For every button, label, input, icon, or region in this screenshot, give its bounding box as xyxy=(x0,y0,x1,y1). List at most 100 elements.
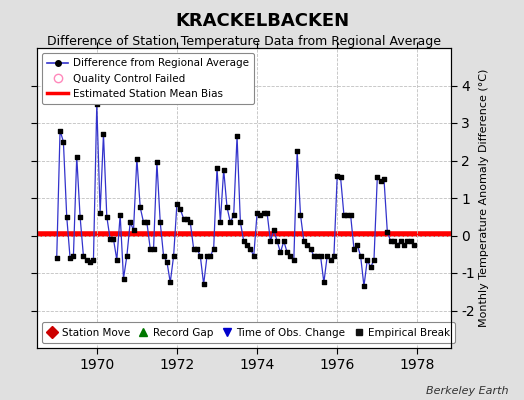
Point xyxy=(116,212,124,218)
Point xyxy=(163,258,171,265)
Point xyxy=(400,242,408,248)
Point xyxy=(313,253,321,259)
Point xyxy=(206,253,214,259)
Point xyxy=(353,242,362,248)
Point xyxy=(59,138,68,145)
Point xyxy=(239,238,248,244)
Y-axis label: Monthly Temperature Anomaly Difference (°C): Monthly Temperature Anomaly Difference (… xyxy=(479,69,489,327)
Point xyxy=(230,212,238,218)
Point xyxy=(99,131,107,138)
Point xyxy=(83,257,91,263)
Point xyxy=(129,227,138,233)
Point xyxy=(133,156,141,162)
Point xyxy=(123,253,131,259)
Point xyxy=(146,246,155,252)
Point xyxy=(223,204,231,210)
Point xyxy=(66,255,74,261)
Point xyxy=(269,227,278,233)
Point xyxy=(323,253,331,259)
Point xyxy=(136,204,145,210)
Point xyxy=(166,279,174,286)
Point xyxy=(186,219,194,226)
Point xyxy=(216,219,225,226)
Point xyxy=(243,242,252,248)
Point xyxy=(190,246,198,252)
Point xyxy=(276,249,285,256)
Point xyxy=(403,238,411,244)
Point xyxy=(236,219,245,226)
Point xyxy=(249,253,258,259)
Point xyxy=(159,253,168,259)
Legend: Station Move, Record Gap, Time of Obs. Change, Empirical Break: Station Move, Record Gap, Time of Obs. C… xyxy=(42,322,455,343)
Point xyxy=(149,246,158,252)
Point xyxy=(86,258,94,265)
Point xyxy=(72,154,81,160)
Point xyxy=(290,257,298,263)
Point xyxy=(193,246,201,252)
Point xyxy=(326,257,335,263)
Point xyxy=(246,246,255,252)
Point xyxy=(179,216,188,222)
Point xyxy=(303,242,311,248)
Point xyxy=(93,101,101,108)
Point xyxy=(296,212,304,218)
Point xyxy=(169,253,178,259)
Point xyxy=(52,255,61,261)
Point xyxy=(200,281,208,288)
Point xyxy=(333,172,342,179)
Point xyxy=(350,246,358,252)
Point xyxy=(259,210,268,216)
Point xyxy=(62,214,71,220)
Point xyxy=(300,238,308,244)
Point xyxy=(316,253,325,259)
Point xyxy=(126,219,134,226)
Point xyxy=(390,238,398,244)
Point xyxy=(280,238,288,244)
Point xyxy=(336,174,345,180)
Point xyxy=(380,176,388,182)
Point xyxy=(283,249,291,256)
Point xyxy=(286,253,294,259)
Point xyxy=(76,214,84,220)
Point xyxy=(173,200,181,207)
Point xyxy=(143,219,151,226)
Point xyxy=(340,212,348,218)
Point xyxy=(56,127,64,134)
Point xyxy=(376,178,385,184)
Point xyxy=(156,219,165,226)
Point xyxy=(307,246,315,252)
Point xyxy=(203,253,211,259)
Point xyxy=(263,210,271,216)
Point xyxy=(233,133,241,139)
Point xyxy=(226,219,235,226)
Text: KRACKELBACKEN: KRACKELBACKEN xyxy=(175,12,349,30)
Point xyxy=(366,264,375,270)
Point xyxy=(152,159,161,166)
Point xyxy=(183,216,191,222)
Point xyxy=(69,253,78,259)
Point xyxy=(96,210,104,216)
Point xyxy=(370,257,378,263)
Point xyxy=(106,236,114,242)
Point xyxy=(360,283,368,289)
Point xyxy=(310,253,318,259)
Point xyxy=(383,228,391,235)
Point xyxy=(103,214,111,220)
Point xyxy=(196,253,204,259)
Point xyxy=(176,206,184,212)
Text: Berkeley Earth: Berkeley Earth xyxy=(426,386,508,396)
Point xyxy=(363,257,372,263)
Point xyxy=(253,210,261,216)
Point xyxy=(79,253,88,259)
Point xyxy=(210,246,218,252)
Point xyxy=(410,242,418,248)
Point xyxy=(293,148,301,154)
Point xyxy=(273,238,281,244)
Point xyxy=(407,238,415,244)
Point xyxy=(330,253,338,259)
Point xyxy=(397,238,405,244)
Point xyxy=(119,276,128,282)
Point xyxy=(373,174,381,180)
Point xyxy=(346,212,355,218)
Point xyxy=(213,165,221,171)
